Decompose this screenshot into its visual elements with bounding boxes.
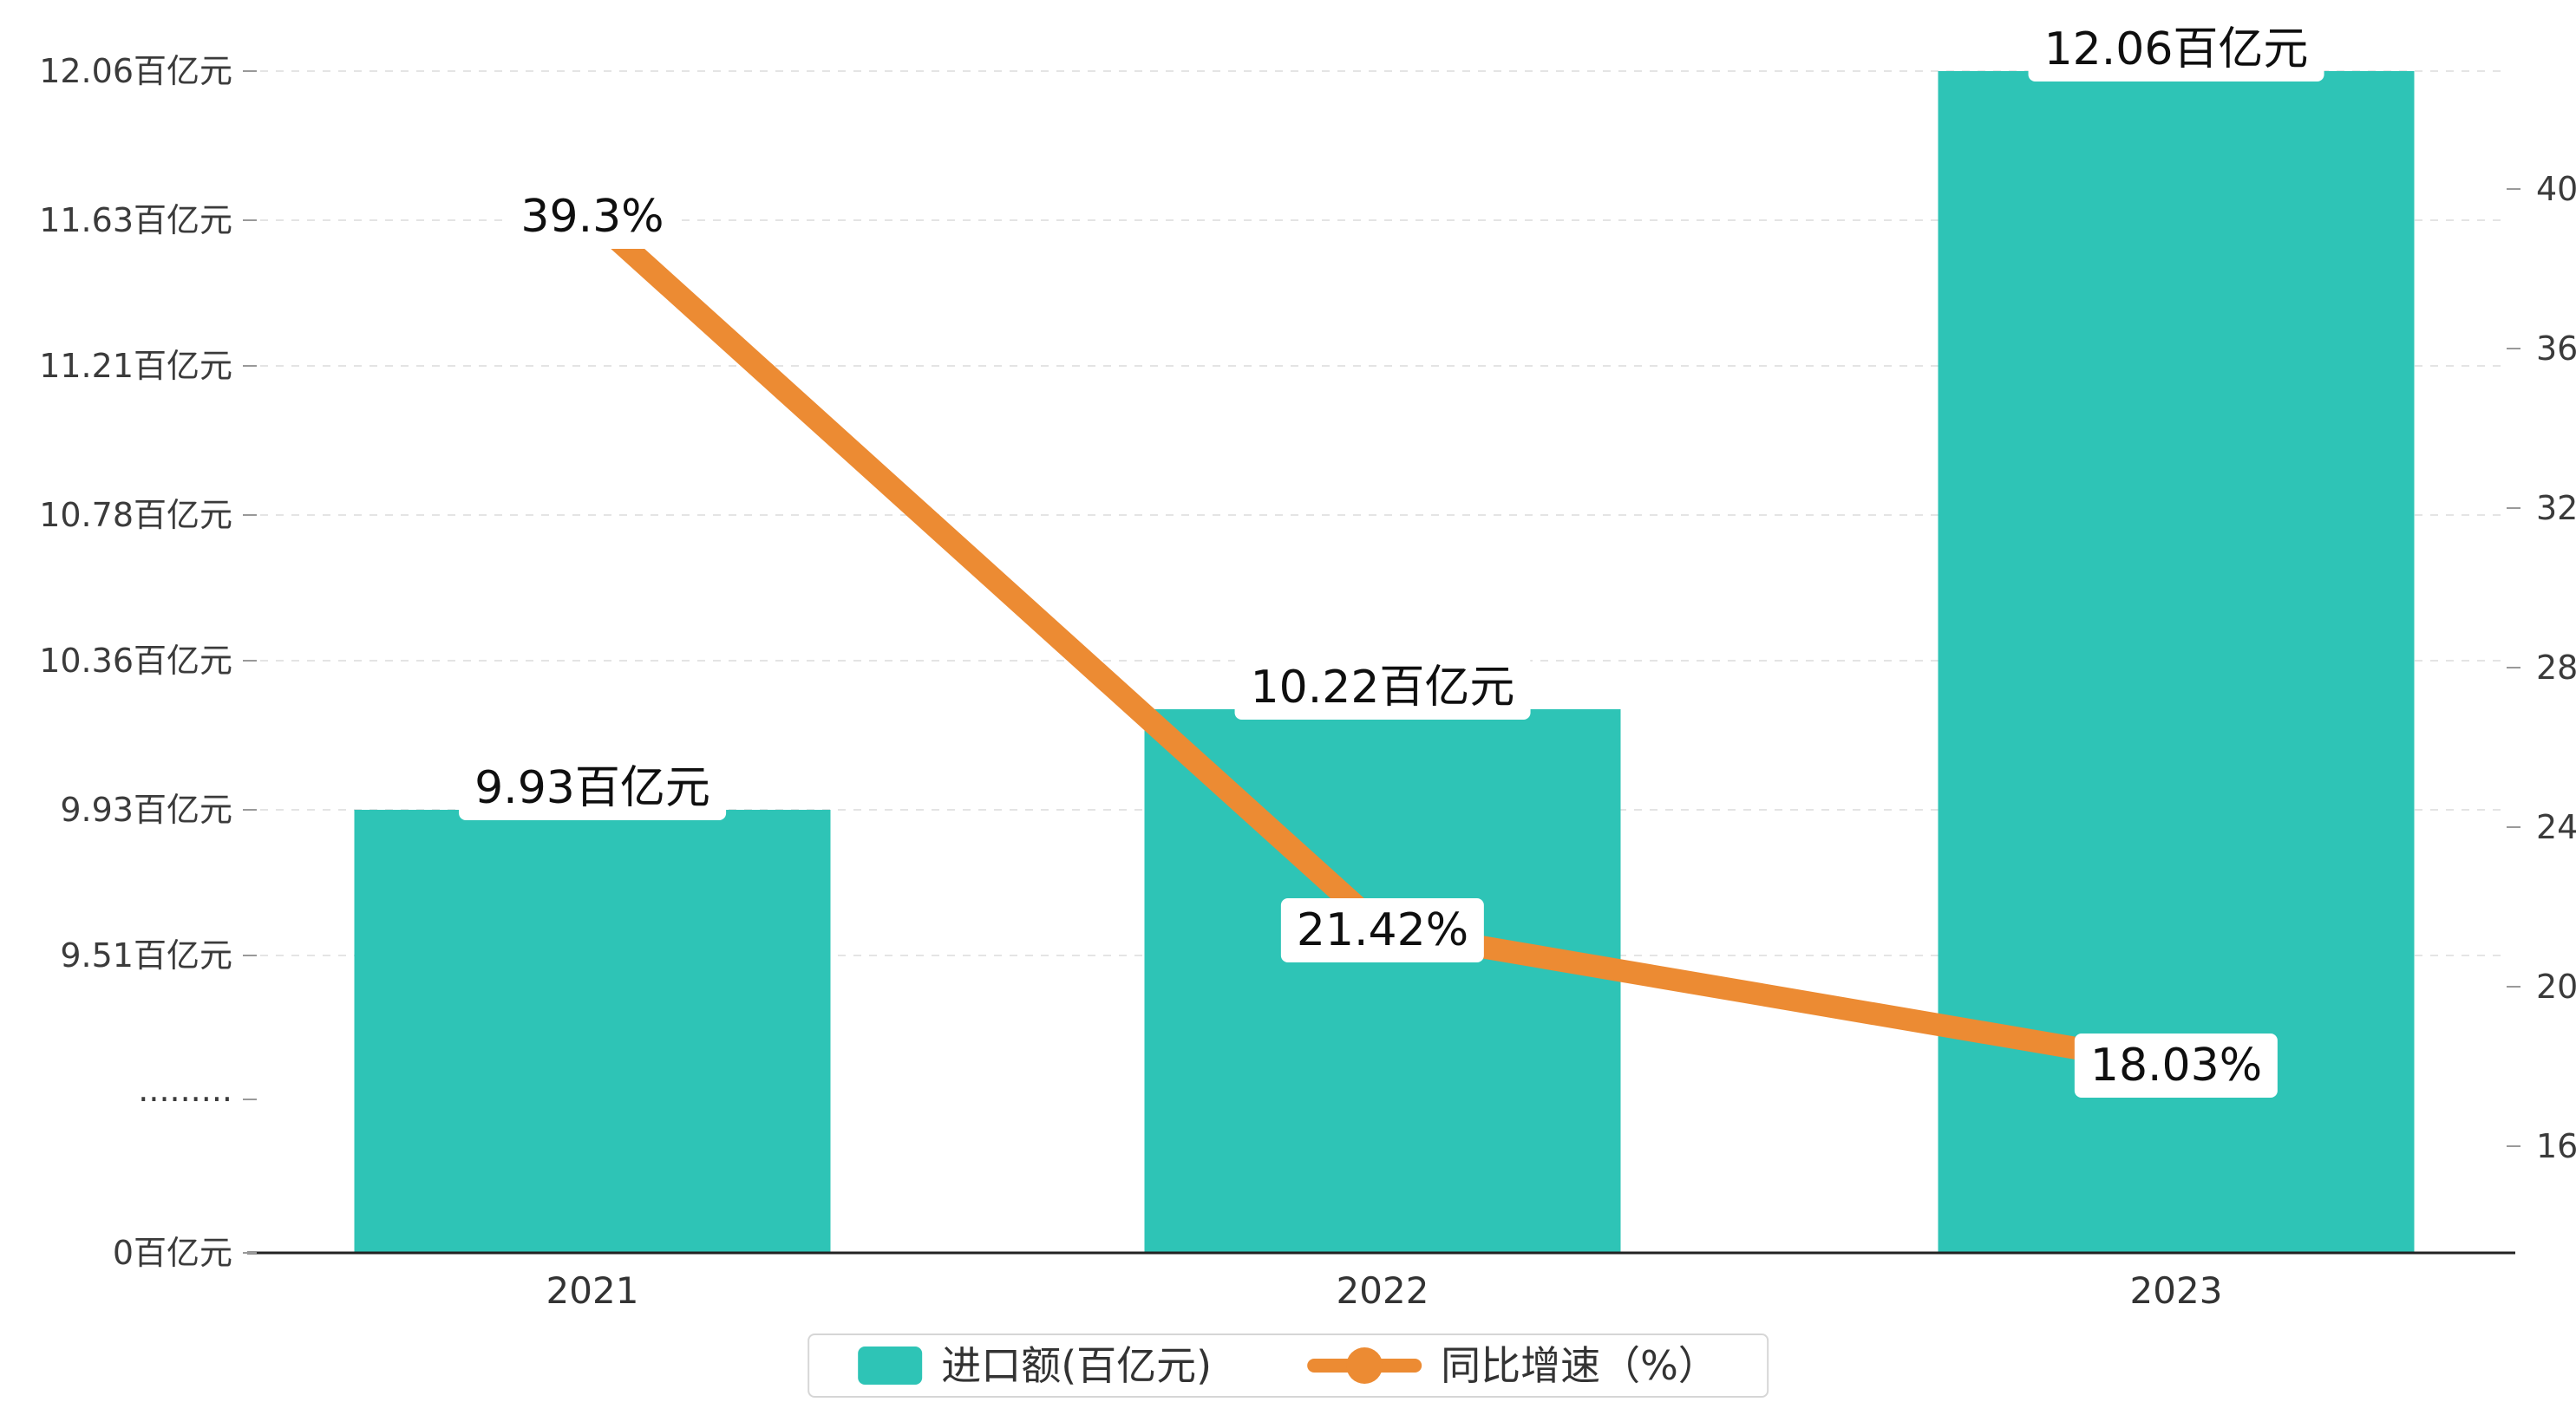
legend-label-imports: 进口额(百亿元) — [941, 1342, 1213, 1389]
line-series-dot-icon — [1346, 1347, 1383, 1384]
legend: 进口额(百亿元) 同比增速（%） — [807, 1333, 1769, 1398]
legend-item-imports[interactable]: 进口额(百亿元) — [858, 1346, 1212, 1386]
bar-2023 — [1938, 71, 2415, 1253]
legend-item-growth[interactable]: 同比增速（%） — [1307, 1346, 1718, 1386]
legend-label-growth: 同比增速（%） — [1441, 1342, 1718, 1389]
bar-2021 — [354, 810, 831, 1253]
line-series-swatch-icon — [1307, 1347, 1422, 1384]
bar-series-swatch-icon — [858, 1347, 923, 1385]
